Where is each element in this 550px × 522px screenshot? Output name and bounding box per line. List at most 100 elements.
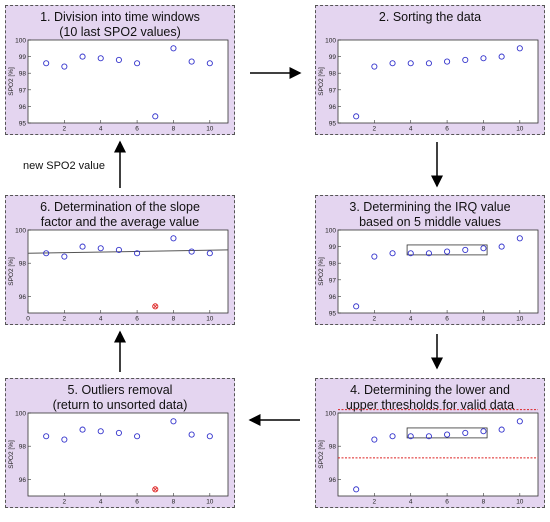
data-point: [407, 433, 414, 440]
iqr-box: [406, 427, 488, 439]
data-point: [43, 250, 50, 257]
y-axis-label: SPO2 [%]: [318, 257, 325, 286]
x-tick-label: 4: [409, 316, 413, 323]
data-point: [61, 436, 68, 443]
x-tick-label: 4: [99, 316, 103, 323]
data-point: [389, 60, 396, 67]
data-point: [152, 113, 159, 120]
x-tick-label: 10: [516, 316, 524, 323]
x-tick-label: 2: [63, 126, 67, 133]
data-point: [188, 58, 195, 65]
panel-p3: 3. Determining the IRQ value based on 5 …: [315, 195, 545, 325]
outlier-point: [152, 303, 159, 310]
x-tick-label: 4: [99, 499, 103, 506]
x-tick-label: 6: [445, 316, 449, 323]
chart-p2: 95 96 97 98 99 100 2 4 6 8 10 SPO2 [%]: [318, 38, 539, 133]
data-point: [516, 418, 523, 425]
new-value-label: new SPO2 value: [23, 160, 105, 172]
plot-area: [337, 39, 539, 124]
y-axis-label: SPO2 [%]: [318, 67, 325, 96]
data-point: [353, 113, 360, 120]
data-point: [353, 303, 360, 310]
data-point: [170, 418, 177, 425]
y-tick-label: 99: [329, 244, 337, 251]
plot-area: [337, 229, 539, 314]
x-tick-label: 8: [482, 499, 486, 506]
data-point: [206, 60, 213, 67]
data-point: [498, 426, 505, 433]
x-tick-label: 6: [135, 316, 139, 323]
x-tick-label: 10: [516, 126, 524, 133]
chart-p5: 96 98 100 2 4 6 8 10 SPO2 [%]: [8, 411, 229, 506]
data-point: [43, 60, 50, 67]
y-axis-label: SPO2 [%]: [8, 67, 15, 96]
data-point: [353, 486, 360, 493]
y-tick-label: 96: [19, 477, 27, 484]
data-point: [61, 253, 68, 260]
y-tick-label: 100: [15, 411, 26, 418]
x-tick-label: 2: [373, 316, 377, 323]
y-tick-label: 100: [325, 228, 336, 235]
x-tick-label: 2: [63, 316, 67, 323]
y-axis-label: SPO2 [%]: [318, 440, 325, 469]
data-point: [389, 250, 396, 257]
data-point: [480, 428, 487, 435]
data-point: [425, 250, 432, 257]
data-point: [444, 248, 451, 255]
panel-title: 4. Determining the lower and upper thres…: [345, 383, 515, 412]
panel-title: 5. Outliers removal (return to unsorted …: [52, 383, 188, 412]
x-tick-label: 6: [445, 126, 449, 133]
data-point: [371, 63, 378, 70]
y-tick-label: 97: [19, 87, 27, 94]
chart-p4: 96 98 100 2 4 6 8 10 SPO2 [%]: [318, 409, 539, 506]
panel-title: 6. Determination of the slope factor and…: [40, 200, 200, 229]
panel-p4: 4. Determining the lower and upper thres…: [315, 378, 545, 508]
x-tick-label: 2: [373, 126, 377, 133]
panel-p6: 6. Determination of the slope factor and…: [5, 195, 235, 325]
y-axis-label: SPO2 [%]: [8, 440, 15, 469]
data-point: [407, 250, 414, 257]
data-point: [425, 433, 432, 440]
y-tick-label: 95: [19, 121, 27, 128]
data-point: [188, 248, 195, 255]
data-point: [79, 53, 86, 60]
data-point: [498, 53, 505, 60]
x-tick-label: 8: [482, 316, 486, 323]
panel-title: 1. Division into time windows (10 last S…: [40, 10, 200, 39]
trend-line: [27, 249, 229, 254]
x-tick-label: 4: [99, 126, 103, 133]
data-point: [407, 60, 414, 67]
iqr-box: [406, 244, 488, 256]
x-tick-label: 8: [172, 499, 176, 506]
panel-title: 2. Sorting the data: [378, 10, 482, 24]
data-point: [371, 436, 378, 443]
data-point: [516, 235, 523, 242]
data-point: [97, 428, 104, 435]
x-tick-label: 2: [373, 499, 377, 506]
x-tick-label: 6: [135, 499, 139, 506]
x-tick-label: 8: [172, 126, 176, 133]
panel-p1: 1. Division into time windows (10 last S…: [5, 5, 235, 135]
y-tick-label: 95: [329, 121, 337, 128]
outlier-point: [152, 486, 159, 493]
x-tick-label: 4: [409, 126, 413, 133]
data-point: [444, 58, 451, 65]
x-tick-label: 10: [516, 499, 524, 506]
y-tick-label: 100: [325, 411, 336, 418]
data-point: [97, 245, 104, 252]
y-tick-label: 100: [15, 228, 26, 235]
y-tick-label: 96: [19, 294, 27, 301]
y-tick-label: 96: [19, 104, 27, 111]
data-point: [480, 245, 487, 252]
data-point: [516, 45, 523, 52]
y-tick-label: 100: [15, 38, 26, 45]
y-axis-label: SPO2 [%]: [8, 257, 15, 286]
y-tick-label: 97: [329, 87, 337, 94]
y-tick-label: 97: [329, 277, 337, 284]
y-tick-label: 98: [19, 261, 27, 268]
data-point: [97, 55, 104, 62]
data-point: [170, 45, 177, 52]
x-tick-label: 4: [409, 499, 413, 506]
data-point: [43, 433, 50, 440]
y-tick-label: 95: [329, 311, 337, 318]
